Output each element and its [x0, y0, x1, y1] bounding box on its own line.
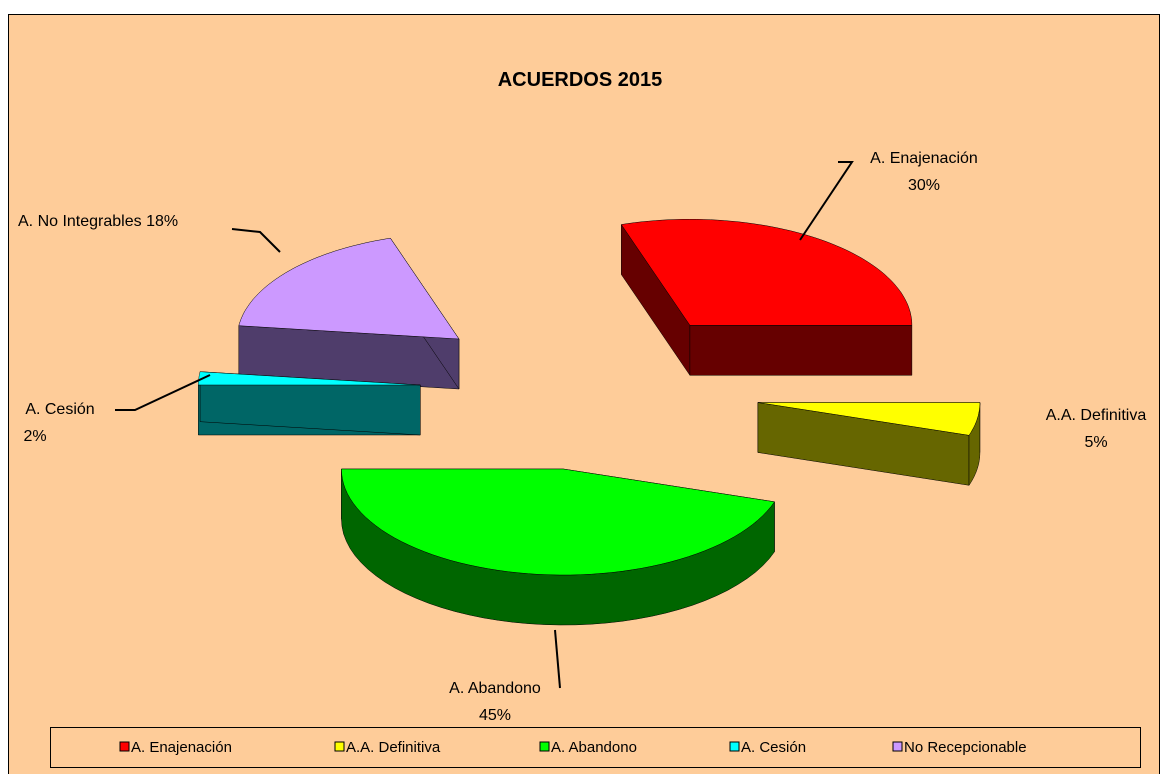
legend-label: A. Enajenación	[131, 739, 232, 756]
slice	[341, 468, 775, 576]
slice	[238, 237, 460, 340]
value-label: 5%	[1084, 434, 1107, 451]
slice	[198, 371, 421, 386]
slice	[620, 219, 913, 326]
slice-label: A. No Integrables 18%	[18, 213, 178, 230]
leader-line	[231, 228, 281, 253]
leader-line	[554, 629, 561, 689]
legend-swatch	[892, 741, 903, 752]
leader-lines	[115, 161, 854, 689]
legend-swatch	[729, 741, 740, 752]
legend-label: A.A. Definitiva	[346, 739, 441, 756]
slice-side	[689, 325, 913, 376]
pie	[198, 219, 981, 626]
leader-line	[799, 161, 854, 241]
legend-label: A. Abandono	[551, 739, 637, 756]
leader-line	[115, 374, 211, 411]
slice-label: A.A. Definitiva	[1046, 407, 1147, 424]
slice-label: A. Abandono	[449, 680, 541, 697]
slice-label: A. Cesión	[25, 401, 94, 418]
value-label: 45%	[479, 707, 511, 724]
chart-area	[8, 14, 1160, 775]
slice-label: A. Enajenación	[870, 150, 978, 167]
chart-title: ACUERDOS 2015	[498, 69, 663, 91]
value-label: 2%	[23, 428, 46, 445]
legend-swatch	[334, 741, 345, 752]
legend-label: No Recepcionable	[904, 739, 1027, 756]
slice	[757, 402, 981, 436]
data-labels: A. Enajenación 30% A.A. Definitiva 5% A.…	[18, 150, 1146, 724]
slice-label: A. No Integrables	[18, 213, 142, 230]
legend-swatch	[539, 741, 550, 752]
legend: A. Enajenación A.A. Definitiva A. Abandono…	[119, 739, 1027, 756]
value-label: 18%	[146, 213, 178, 230]
legend-label: A. Cesión	[741, 739, 806, 756]
legend-swatch	[119, 741, 130, 752]
legend-box	[50, 727, 1141, 768]
value-label: 30%	[908, 177, 940, 194]
